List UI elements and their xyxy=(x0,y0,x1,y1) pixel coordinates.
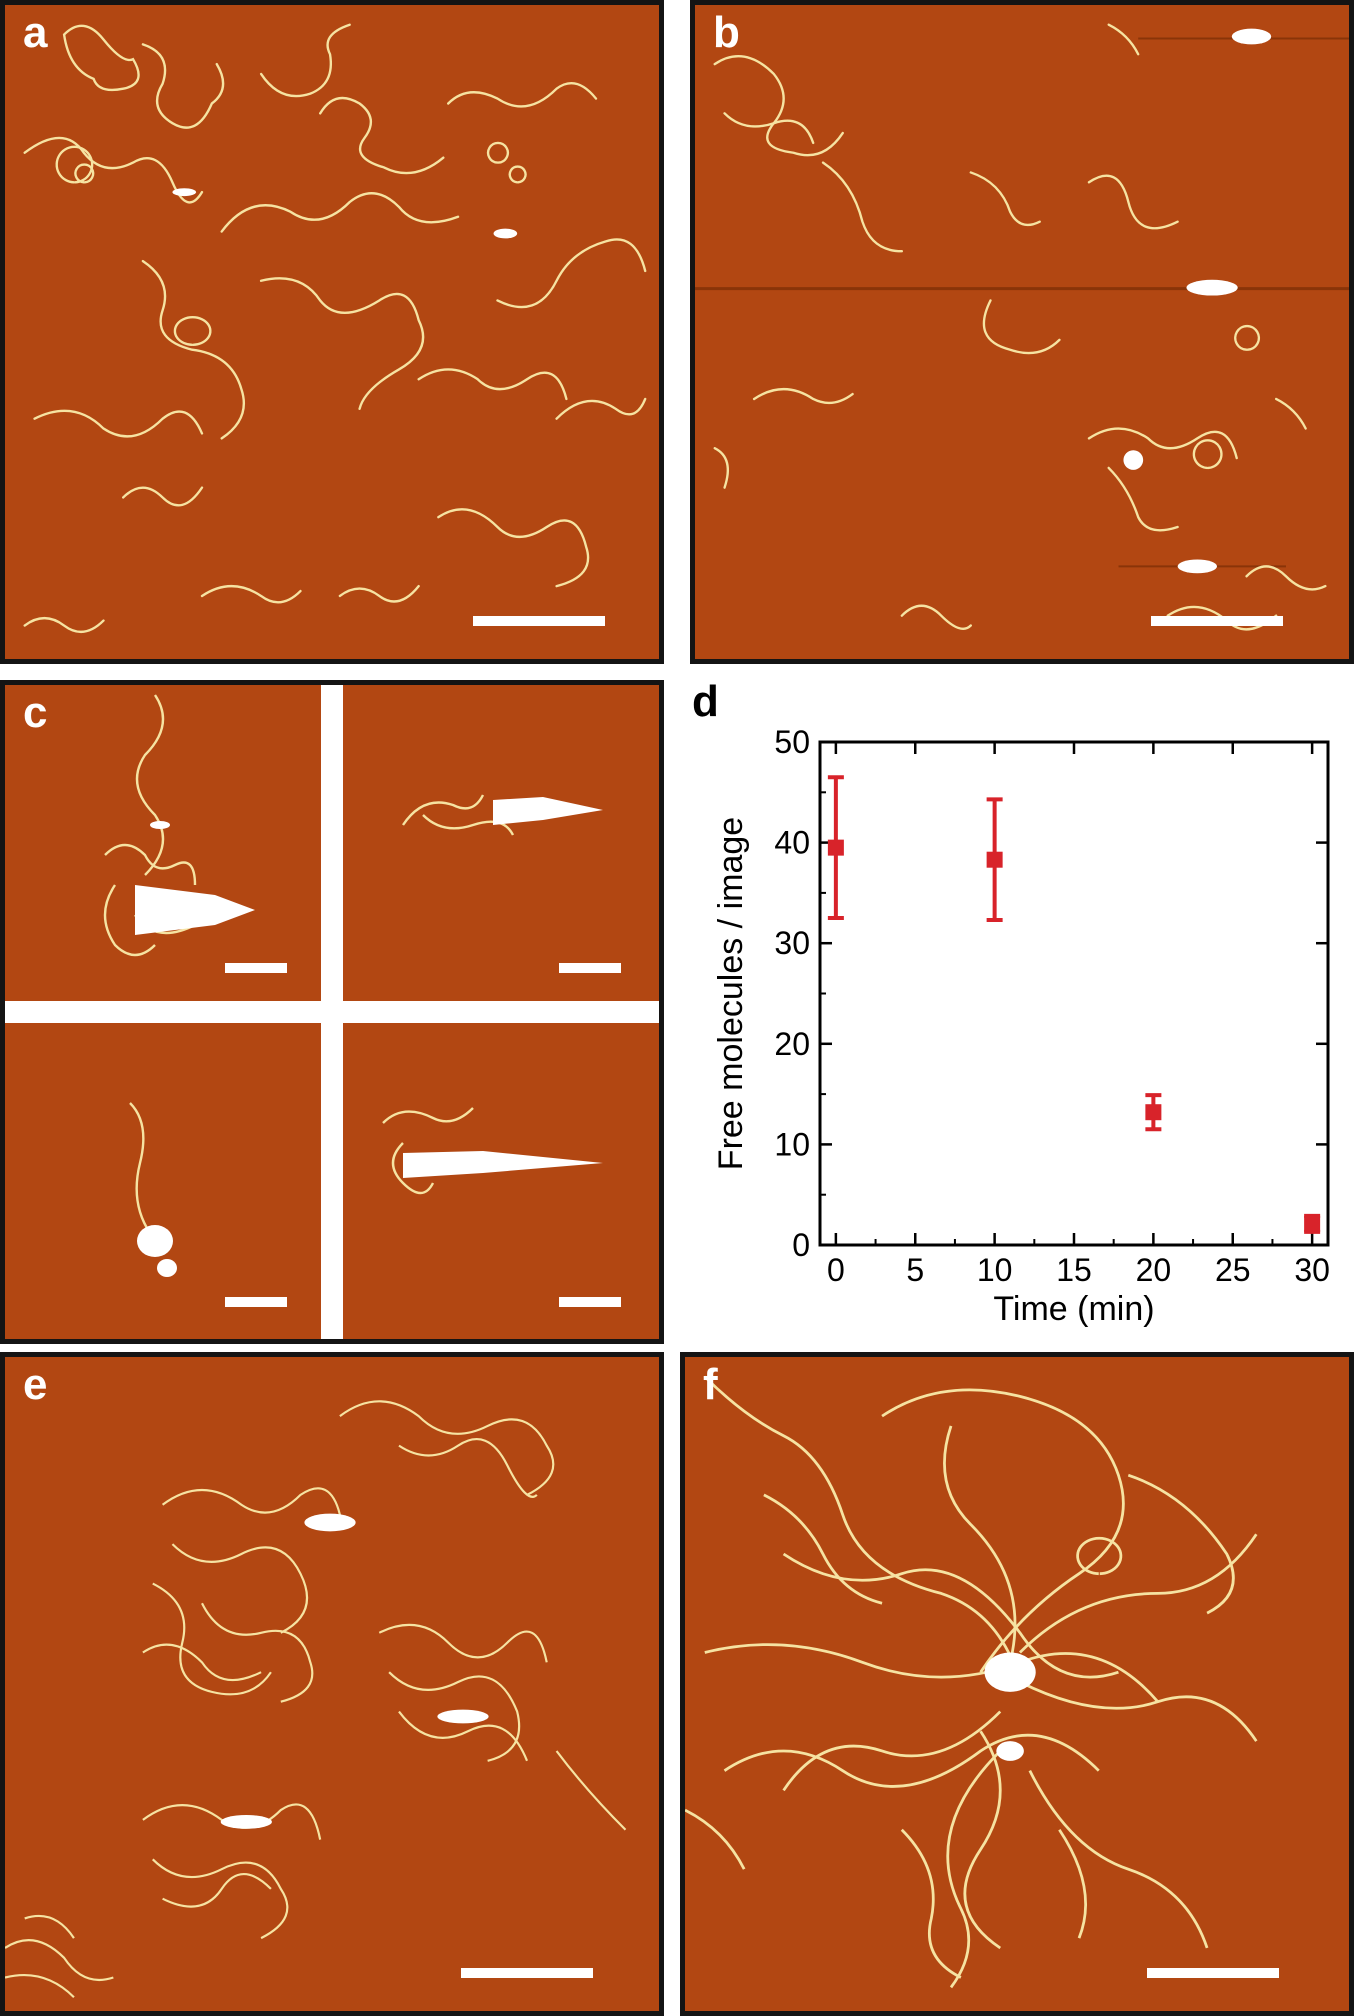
afm-image-a xyxy=(23,23,647,633)
panel-label-f: f xyxy=(703,1360,718,1409)
panel-d-chart: 0 5 10 15 20 25 30 0 10 20 30 40 50 Time (min) Free mo… xyxy=(690,680,1354,1340)
panel-label-c: c xyxy=(23,688,48,737)
scale-bar-c3 xyxy=(225,1297,287,1307)
subpanel-c2 xyxy=(343,685,659,1001)
y-tick-label: 10 xyxy=(774,1126,810,1162)
scale-bar-a xyxy=(473,616,605,626)
data-point xyxy=(1304,1215,1321,1232)
panel-b: b xyxy=(690,0,1354,664)
scale-bar-c4 xyxy=(559,1297,621,1307)
afm-image-b xyxy=(695,23,1349,631)
subpanel-c4 xyxy=(343,1023,659,1339)
scale-bar-c2 xyxy=(559,963,621,973)
data-point xyxy=(986,851,1003,868)
panel-e: e xyxy=(0,1352,664,2016)
panel-label-b: b xyxy=(713,8,740,57)
x-tick-label: 10 xyxy=(977,1252,1013,1288)
subpanel-c1 xyxy=(5,685,321,1001)
panel-label-d: d xyxy=(692,677,719,726)
x-tick-label: 30 xyxy=(1294,1252,1330,1288)
scale-bar-f xyxy=(1147,1968,1279,1978)
y-tick-label: 40 xyxy=(774,825,810,861)
y-tick-label: 50 xyxy=(774,724,810,760)
y-tick-label: 30 xyxy=(774,925,810,961)
x-tick-label: 0 xyxy=(827,1252,845,1288)
panel-label-e: e xyxy=(23,1360,48,1409)
panel-c: c xyxy=(0,680,664,1344)
data-point xyxy=(827,839,844,856)
y-axis-label: Free molecules / image xyxy=(712,817,750,1170)
x-tick-label: 15 xyxy=(1056,1252,1092,1288)
x-tick-label: 20 xyxy=(1136,1252,1172,1288)
scale-bar-b xyxy=(1151,616,1283,626)
afm-image-f xyxy=(685,1375,1258,1989)
scale-bar-e xyxy=(461,1968,593,1978)
data-point xyxy=(1145,1104,1162,1121)
plot-frame xyxy=(818,740,1330,1247)
subpanel-c3 xyxy=(5,1023,321,1339)
y-tick-label: 20 xyxy=(774,1026,810,1062)
chart-svg: 0 5 10 15 20 25 30 0 10 20 30 40 50 Time (min) Free mo… xyxy=(712,724,1330,1328)
panel-a: a xyxy=(0,0,664,664)
afm-image-e xyxy=(5,1400,627,1998)
x-tick-label: 5 xyxy=(906,1252,924,1288)
scale-bar-c1 xyxy=(225,963,287,973)
y-tick-label: 0 xyxy=(792,1227,810,1263)
panel-label-a: a xyxy=(23,8,48,57)
x-axis-label: Time (min) xyxy=(993,1290,1154,1328)
x-tick-label: 25 xyxy=(1215,1252,1251,1288)
panel-f: f xyxy=(680,1352,1354,2016)
